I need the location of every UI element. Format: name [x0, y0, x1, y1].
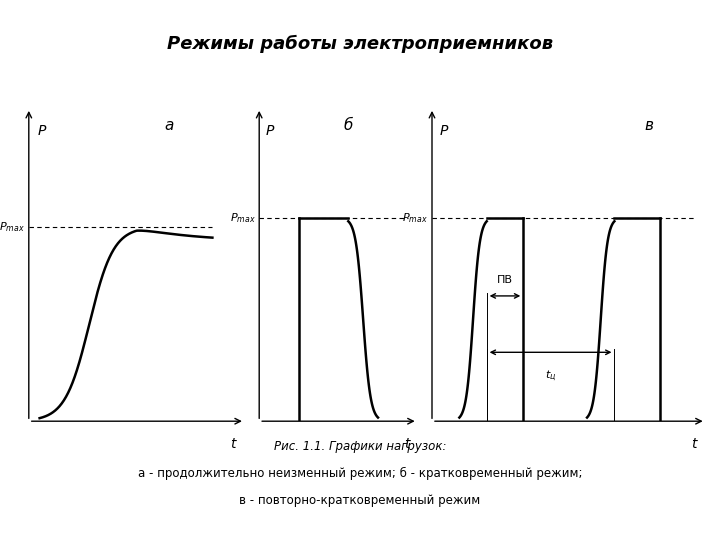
Text: ПВ: ПВ	[497, 275, 513, 285]
Text: б: б	[343, 118, 353, 133]
Text: $P$: $P$	[265, 124, 276, 138]
Text: в - повторно-кратковременный режим: в - повторно-кратковременный режим	[239, 494, 481, 507]
Text: Режимы работы электроприемников: Режимы работы электроприемников	[167, 35, 553, 53]
Text: а: а	[164, 118, 174, 133]
Text: $t_{ц}$: $t_{ц}$	[545, 368, 556, 383]
Text: Рис. 1.1. Графики нагрузок:: Рис. 1.1. Графики нагрузок:	[274, 440, 446, 453]
Text: $P_{max}$: $P_{max}$	[402, 211, 428, 225]
Text: $P_{max}$: $P_{max}$	[0, 220, 24, 234]
Text: а - продолжительно неизменный режим; б - кратковременный режим;: а - продолжительно неизменный режим; б -…	[138, 467, 582, 480]
Text: $P$: $P$	[37, 124, 48, 138]
Text: $t$: $t$	[404, 437, 412, 451]
Text: $t$: $t$	[230, 437, 238, 451]
Text: в: в	[644, 118, 653, 133]
Text: $P_{max}$: $P_{max}$	[230, 211, 255, 225]
Text: $P$: $P$	[439, 124, 449, 138]
Text: $t$: $t$	[691, 437, 698, 451]
